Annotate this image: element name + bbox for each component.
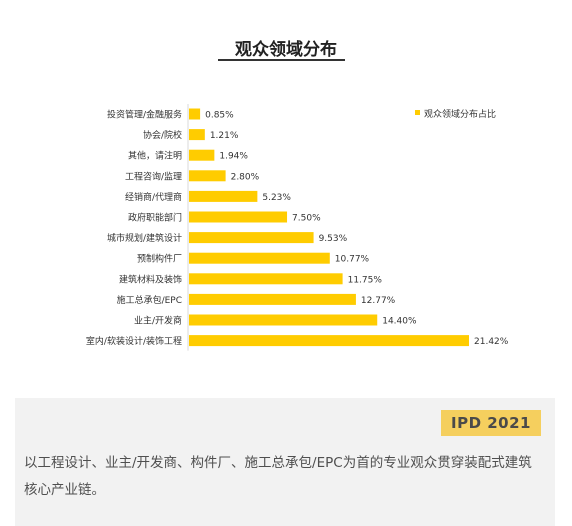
- category-label: 政府职能部门: [128, 212, 182, 224]
- data-label: 1.21%: [210, 131, 239, 141]
- bar: [189, 108, 201, 120]
- category-label: 其他，请注明: [128, 150, 182, 162]
- data-label: 14.40%: [382, 317, 417, 327]
- chart-title: 观众领域分布: [235, 40, 337, 60]
- legend-label: 观众领域分布占比: [424, 108, 496, 120]
- category-label: 室内/软装设计/装饰工程: [86, 335, 182, 347]
- bar: [189, 129, 205, 141]
- category-label: 城市规划/建筑设计: [107, 232, 182, 244]
- chart-area: 观众领域分布 投资管理/金融服务 0.85% 协会/院校 1.21% 其他，请注明 1.9…: [86, 40, 509, 351]
- bar-chart: 投资管理/金融服务 0.85% 协会/院校 1.21% 其他，请注明 1.94% 工程咨询/…: [86, 104, 509, 351]
- bar: [189, 211, 288, 223]
- bar: [189, 252, 330, 264]
- bar: [189, 170, 226, 182]
- bar: [189, 149, 215, 161]
- bar: [189, 335, 469, 347]
- category-label: 投资管理/金融服务: [107, 109, 182, 121]
- data-label: 0.85%: [205, 111, 234, 121]
- data-label: 7.50%: [292, 214, 321, 224]
- bar: [189, 314, 378, 326]
- bar: [189, 273, 343, 285]
- category-label: 建筑材料及装饰: [119, 273, 182, 285]
- event-badge: IPD 2021: [441, 410, 541, 436]
- bar: [189, 293, 356, 305]
- data-label: 9.53%: [319, 234, 348, 244]
- caption-text: 以工程设计、业主/开发商、构件厂、施工总承包/EPC为首的专业观众贯穿装配式建筑…: [24, 455, 532, 498]
- category-label: 施工总承包/EPC: [117, 294, 182, 306]
- data-label: 5.23%: [262, 193, 291, 203]
- title-underline: [218, 59, 345, 61]
- category-label: 协会/院校: [143, 129, 182, 141]
- legend-swatch: [415, 110, 420, 115]
- caption-panel: IPD 2021 以工程设计、业主/开发商、构件厂、施工总承包/EPC为首的专业…: [15, 398, 555, 526]
- data-label: 11.75%: [348, 275, 383, 285]
- data-label: 2.80%: [231, 172, 260, 182]
- category-label: 工程咨询/监理: [125, 170, 182, 182]
- data-label: 12.77%: [361, 296, 396, 306]
- bar: [189, 232, 314, 244]
- data-label: 10.77%: [335, 255, 370, 265]
- data-label: 1.94%: [219, 152, 248, 162]
- category-label: 预制构件厂: [137, 253, 182, 265]
- category-label: 业主/开发商: [134, 315, 182, 327]
- bar: [189, 190, 258, 202]
- data-label: 21.42%: [474, 337, 509, 347]
- category-label: 经销商/代理商: [125, 191, 182, 203]
